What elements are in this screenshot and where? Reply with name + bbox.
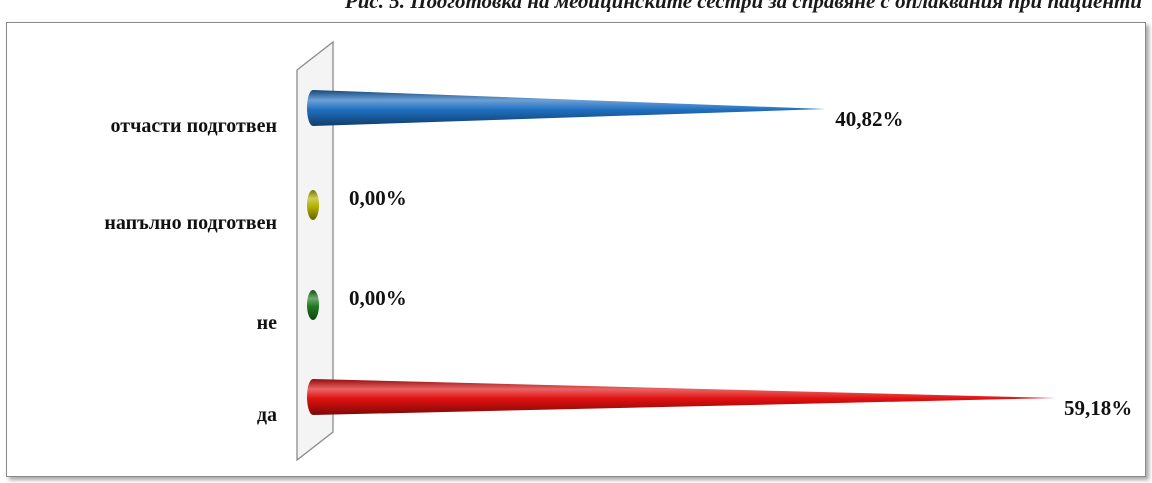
- cone-bar: [313, 90, 826, 126]
- cone-base: [307, 90, 319, 126]
- cone-base: [307, 190, 319, 220]
- chart-caption: Рис. 5. Подготовка на медицинските сестр…: [344, 0, 1142, 13]
- category-label: напълно подготвен: [104, 212, 277, 234]
- category-label: отчасти подготвен: [111, 115, 277, 137]
- cone-base: [307, 379, 319, 415]
- category-label: не: [257, 312, 278, 334]
- value-label: 59,18%: [1064, 396, 1132, 420]
- cone-base: [307, 290, 319, 320]
- axis-wall: [296, 40, 334, 462]
- value-label: 0,00%: [349, 286, 407, 310]
- cone-bar: [313, 379, 1056, 415]
- value-label: 0,00%: [349, 186, 407, 210]
- category-label: да: [257, 404, 277, 426]
- value-label: 40,82%: [835, 107, 903, 131]
